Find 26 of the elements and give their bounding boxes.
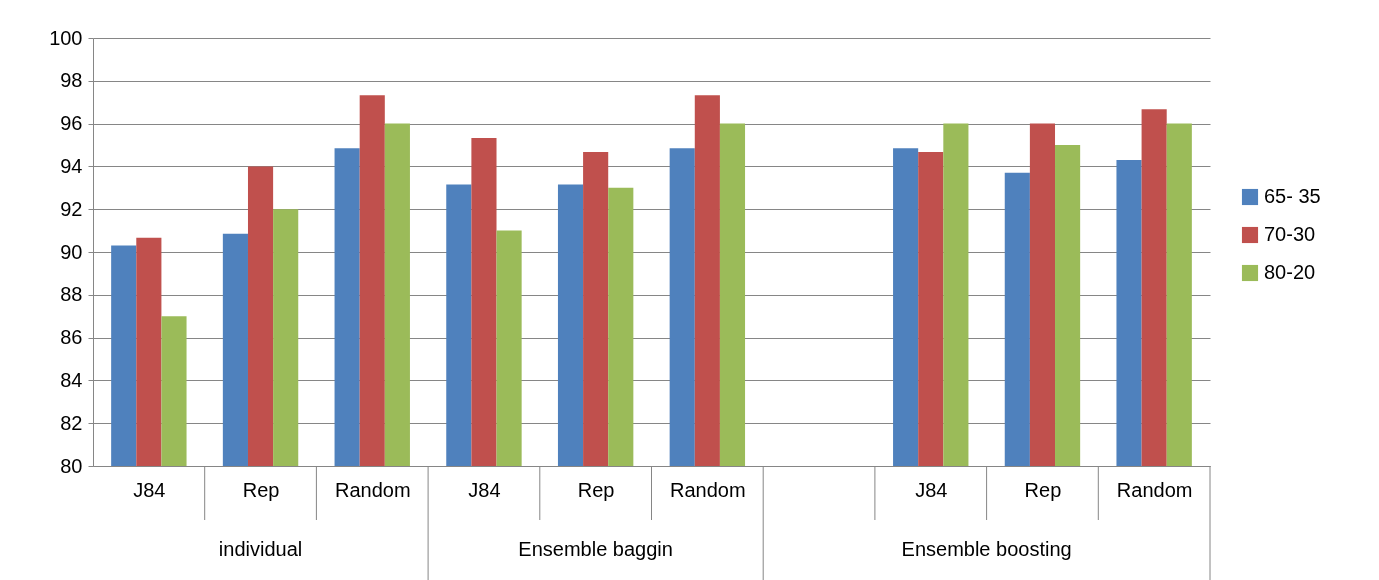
y-tick-label: 92 xyxy=(60,197,83,220)
y-tick-label: 86 xyxy=(60,326,83,349)
y-tick-label: 100 xyxy=(49,26,83,49)
x-tick-label: Random xyxy=(670,478,746,501)
y-tick-label: 84 xyxy=(60,368,83,391)
legend-label: 65- 35 xyxy=(1264,185,1321,207)
y-tick-label: 82 xyxy=(60,411,83,434)
x-tick-label: J84 xyxy=(915,478,948,501)
x-tick-label: Random xyxy=(334,478,411,501)
legend-label: 70-30 xyxy=(1264,223,1316,245)
y-tick-label: 80 xyxy=(60,454,83,477)
legend-label: 80-20 xyxy=(1264,261,1316,283)
y-tick-label: 98 xyxy=(60,69,83,92)
x-tick-label: Rep xyxy=(577,478,615,501)
y-tick-label: 88 xyxy=(60,283,83,306)
x-tick-label: Rep xyxy=(1024,478,1062,501)
text: Ensemble baggin xyxy=(518,538,673,560)
text: individual xyxy=(218,538,303,560)
x-tick-label: J84 xyxy=(133,478,166,501)
y-tick-label: 90 xyxy=(60,240,83,263)
y-tick-label: 96 xyxy=(60,112,83,135)
x-tick-label: Random xyxy=(1116,478,1193,501)
x-tick-label: Rep xyxy=(242,478,280,501)
x-tick-label: J84 xyxy=(468,478,501,501)
text: Ensemble boosting xyxy=(901,538,1072,560)
y-tick-label: 94 xyxy=(60,154,83,177)
